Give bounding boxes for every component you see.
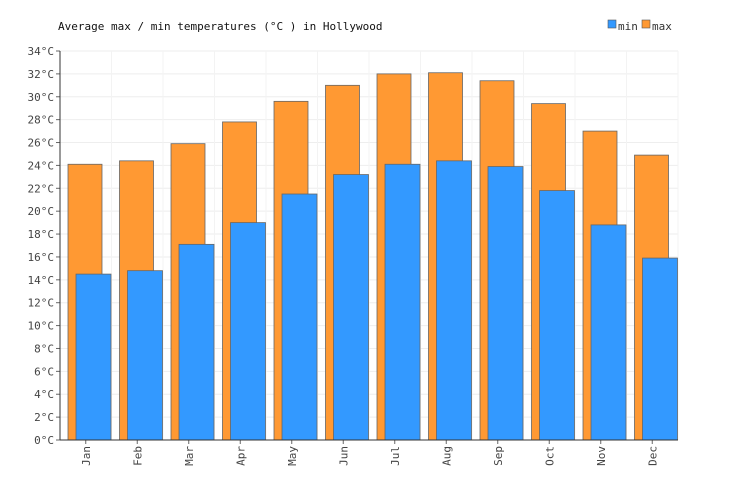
bar-min-dec [642, 257, 678, 441]
y-tick-label: 24°C [28, 159, 55, 172]
legend-label-min: min [618, 20, 638, 33]
bar-min-apr [230, 222, 266, 441]
bar-min-feb [127, 270, 163, 441]
x-tick-label: Nov [595, 446, 608, 466]
y-tick-label: 32°C [28, 68, 55, 81]
y-tick-label: 6°C [34, 365, 54, 378]
y-tick-label: 0°C [34, 434, 54, 447]
legend-swatch-min [607, 19, 617, 29]
y-tick-label: 34°C [28, 45, 55, 58]
bar-min-mar [178, 243, 215, 441]
bar-min-oct [539, 190, 575, 441]
y-tick-label: 14°C [28, 274, 55, 287]
bar-min-may [281, 193, 318, 441]
x-tick-label: Mar [183, 446, 196, 466]
bar-min-jun [333, 174, 369, 441]
legend-label-max: max [652, 20, 672, 33]
bar-min-sep [487, 166, 524, 441]
y-tick-label: 26°C [28, 137, 55, 150]
x-axis: Jan Feb Mar Apr May Jun Jul Aug Sep Oct Nov Dec [60, 439, 678, 466]
bar-min-jul [384, 163, 421, 441]
y-tick-label: 12°C [28, 297, 55, 310]
legend-swatch-max [641, 19, 651, 29]
bars [67, 72, 678, 441]
y-tick-label: 10°C [28, 320, 55, 333]
x-tick-label: Sep [492, 446, 505, 466]
y-tick-label: 28°C [28, 114, 55, 127]
x-tick-label: Feb [131, 446, 144, 466]
chart-title: Average max / min temperatures (°C ) in … [58, 20, 383, 33]
x-tick-label: Jan [80, 446, 93, 466]
x-tick-label: Jun [337, 446, 350, 466]
x-tick-label: Apr [234, 446, 247, 466]
y-tick-label: 8°C [34, 342, 54, 355]
x-tick-label: Oct [543, 446, 556, 466]
bar-min-nov [590, 224, 627, 441]
x-tick-label: May [286, 446, 299, 466]
y-tick-label: 30°C [28, 91, 55, 104]
y-tick-label: 22°C [28, 182, 55, 195]
x-tick-label: Jul [389, 446, 402, 466]
y-tick-label: 16°C [28, 251, 55, 264]
x-tick-label: Dec [646, 446, 659, 466]
bar-min-jan [75, 273, 112, 441]
y-tick-label: 2°C [34, 411, 54, 424]
bar-min-aug [436, 160, 472, 441]
y-axis: 0°C 2°C 4°C 6°C 8°C 10°C 12°C 14°C 16°C 18°C 20°C 2… [28, 45, 61, 447]
x-tick-label: Aug [440, 446, 453, 466]
grid [59, 50, 679, 441]
y-tick-label: 20°C [28, 205, 55, 218]
legend: min max [607, 19, 672, 33]
y-tick-label: 18°C [28, 228, 55, 241]
y-tick-label: 4°C [34, 388, 54, 401]
